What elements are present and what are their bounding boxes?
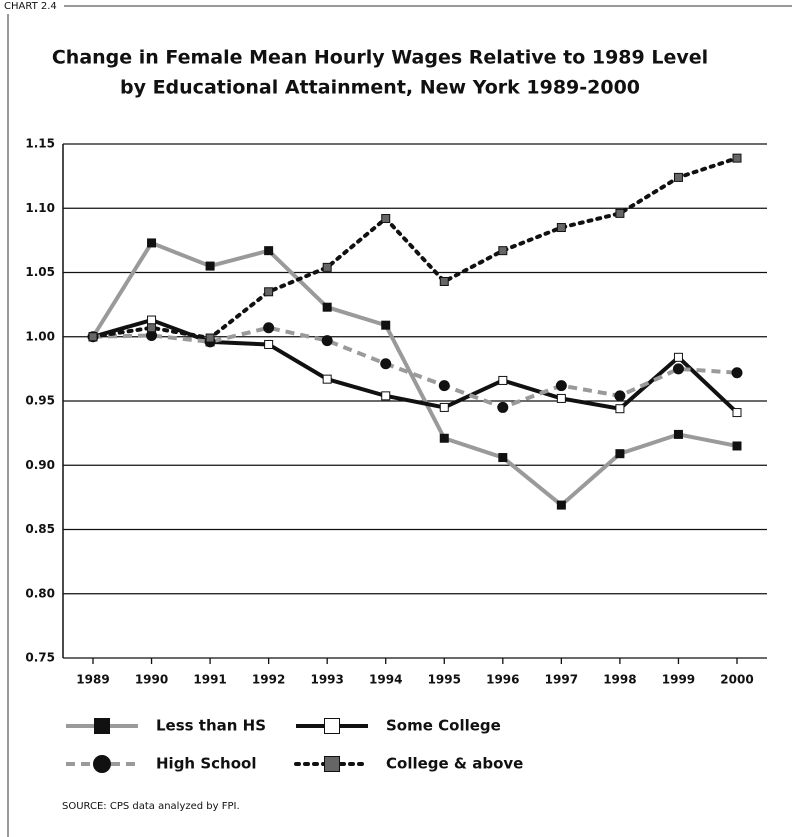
x-tick-label: 1994 — [369, 673, 402, 687]
x-tick-label: 1999 — [662, 673, 695, 687]
data-point — [381, 214, 391, 224]
data-point — [731, 367, 743, 379]
data-point — [615, 449, 625, 459]
data-point — [264, 339, 274, 349]
data-point — [556, 393, 566, 403]
y-tick-label: 0.95 — [25, 394, 55, 408]
data-point — [380, 358, 392, 370]
data-point — [147, 323, 157, 333]
x-tick-label: 1998 — [603, 673, 636, 687]
y-tick-label: 1.10 — [25, 201, 55, 215]
data-point — [88, 332, 98, 342]
x-tick-label: 1991 — [193, 673, 226, 687]
data-point — [381, 320, 391, 330]
data-point — [672, 363, 684, 375]
data-point — [732, 153, 742, 163]
data-point — [263, 322, 275, 334]
data-point — [147, 238, 157, 248]
legend-label: High School — [156, 755, 256, 773]
y-tick-label: 1.15 — [25, 137, 55, 151]
data-point — [673, 172, 683, 182]
legend-marker — [324, 756, 340, 772]
legend-label: College & above — [386, 755, 523, 773]
data-point — [205, 333, 215, 343]
y-tick-label: 0.90 — [25, 458, 55, 472]
data-point — [556, 500, 566, 510]
data-point — [322, 374, 332, 384]
x-tick-label: 2000 — [720, 673, 753, 687]
y-tick-label: 0.85 — [25, 522, 55, 536]
y-tick-label: 1.05 — [25, 265, 55, 279]
data-point — [264, 246, 274, 256]
x-tick-label: 1995 — [428, 673, 461, 687]
data-point — [673, 429, 683, 439]
x-tick-label: 1996 — [486, 673, 519, 687]
data-point — [438, 380, 450, 392]
data-point — [732, 408, 742, 418]
data-point — [439, 402, 449, 412]
data-point — [498, 453, 508, 463]
x-tick-label: 1993 — [310, 673, 343, 687]
y-tick-label: 0.80 — [25, 586, 55, 600]
x-tick-label: 1990 — [135, 673, 168, 687]
data-point — [439, 433, 449, 443]
data-point — [322, 262, 332, 272]
series-line — [92, 325, 738, 410]
source-note: SOURCE: CPS data analyzed by FPI. — [62, 801, 240, 812]
legend-label: Some College — [386, 717, 501, 735]
data-point — [614, 390, 626, 402]
data-point — [205, 261, 215, 271]
data-point — [321, 335, 333, 347]
x-tick-label: 1997 — [545, 673, 578, 687]
series-line — [91, 240, 738, 508]
legend-marker — [324, 718, 340, 734]
data-point — [147, 315, 157, 325]
series-line — [91, 156, 739, 341]
legend-marker — [94, 718, 110, 734]
data-point — [322, 302, 332, 312]
y-tick-label: 0.75 — [25, 651, 55, 665]
data-point — [381, 391, 391, 401]
data-point — [556, 223, 566, 233]
data-point — [264, 287, 274, 297]
data-point — [498, 246, 508, 256]
data-point — [673, 352, 683, 362]
data-point — [615, 208, 625, 218]
data-point — [498, 375, 508, 385]
chart-header: CHART 2.4 — [4, 1, 57, 12]
y-tick-label: 1.00 — [25, 329, 55, 343]
data-point — [439, 276, 449, 286]
data-point — [555, 380, 567, 392]
x-tick-label: 1989 — [76, 673, 109, 687]
chart-title: by Educational Attainment, New York 1989… — [120, 77, 640, 99]
legend-marker — [93, 755, 111, 773]
data-point — [732, 441, 742, 451]
data-point — [497, 401, 509, 413]
data-point — [615, 404, 625, 414]
legend-label: Less than HS — [156, 717, 266, 735]
x-tick-label: 1992 — [252, 673, 285, 687]
chart-title: Change in Female Mean Hourly Wages Relat… — [52, 47, 708, 69]
